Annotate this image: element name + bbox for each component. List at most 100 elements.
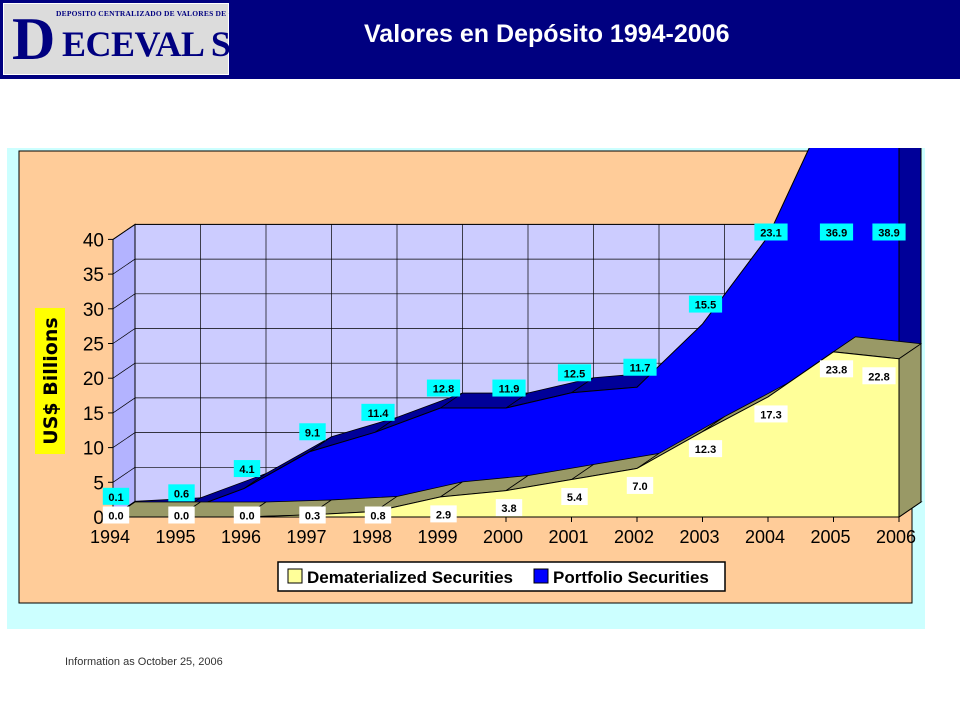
series-end-face <box>898 342 922 518</box>
data-label-portfolio: 11.7 <box>630 363 651 375</box>
data-label-portfolio: 12.5 <box>564 368 585 380</box>
y-tick-label: 20 <box>83 369 104 390</box>
y-tick-label: 15 <box>83 404 104 425</box>
data-label-dematerialized-bg <box>168 506 195 524</box>
y-tick-label: 5 <box>93 473 104 494</box>
data-label-portfolio-bg <box>872 223 906 241</box>
data-label-dematerialized: 12.3 <box>695 444 716 456</box>
data-label-dematerialized: 5.4 <box>567 492 583 504</box>
y-tick-label: 25 <box>83 335 104 356</box>
data-label-portfolio: 0.6 <box>174 488 189 500</box>
data-label-portfolio: 9.1 <box>305 427 320 439</box>
legend-swatch-dematerialized <box>287 568 303 584</box>
series-end-face <box>898 148 922 360</box>
page-title: Valores en Depósito 1994-2006 <box>364 20 730 48</box>
x-tick-label: 1996 <box>221 527 261 547</box>
data-label-dematerialized-bg <box>495 499 523 517</box>
data-label-portfolio-bg <box>233 460 261 478</box>
data-label-dematerialized: 3.8 <box>501 503 516 515</box>
chart-panel: 0 5 10 15 20 25 30 35 40 US$ Billions 1994 1995 1996… <box>7 148 925 629</box>
gridline-side <box>112 467 136 483</box>
data-label-dematerialized: 0.3 <box>305 511 320 523</box>
y-tick-label: 35 <box>83 265 104 286</box>
data-label-dematerialized: 2.9 <box>436 509 451 521</box>
y-tick-label: 40 <box>83 230 104 251</box>
data-label-portfolio: 38.9 <box>878 228 899 240</box>
data-label-dematerialized-bg <box>102 506 130 524</box>
data-label-dematerialized: 0.0 <box>174 511 189 523</box>
legend-swatch-portfolio <box>533 568 549 584</box>
data-label-portfolio: 15.5 <box>695 300 716 312</box>
gridline-side <box>112 224 136 240</box>
data-label-dematerialized-bg <box>364 506 392 524</box>
gridline-side <box>112 362 136 379</box>
legend: Dematerialized Securities Portfolio Secur… <box>277 561 726 592</box>
x-tick-label: 2005 <box>810 527 850 547</box>
data-labels: 0.0 0.0 0.0 0.3 0.8 2.9 3.8 5.4 7.0 12.3 17.3 23.8 2… <box>102 223 906 524</box>
x-tick-label: 1999 <box>417 527 457 547</box>
gridline-side <box>112 397 136 414</box>
header-bar: DEPOSITO CENTRALIZADO DE VALORES DE COLO… <box>0 0 960 79</box>
x-tick-label: 1997 <box>286 527 326 547</box>
data-label-portfolio-bg <box>299 423 326 441</box>
legend-box <box>277 561 726 592</box>
y-axis: 0 5 10 15 20 25 30 35 40 <box>83 230 114 529</box>
data-label-portfolio-bg <box>623 358 657 376</box>
legend-label-portfolio: Portfolio Securities <box>553 568 709 587</box>
deceval-logo: DEPOSITO CENTRALIZADO DE VALORES DE COLO… <box>3 3 273 75</box>
data-label-dematerialized-bg <box>862 367 896 385</box>
data-label-dematerialized-bg <box>561 488 588 506</box>
data-label-dematerialized: 0.8 <box>370 511 385 523</box>
data-label-portfolio-bg <box>168 484 195 502</box>
data-label-portfolio: 11.9 <box>499 384 520 396</box>
y-tick-label: 0 <box>93 508 104 529</box>
y-tick-label: 10 <box>83 439 104 460</box>
x-tick-label: 2004 <box>745 527 785 547</box>
data-label-dematerialized-bg <box>688 440 723 458</box>
y-axis-title: US$ Billions <box>40 317 62 444</box>
x-tick-label: 1998 <box>352 527 392 547</box>
data-label-dematerialized: 17.3 <box>760 409 781 421</box>
gridline-side <box>112 258 136 275</box>
data-label-dematerialized: 0.0 <box>239 511 254 523</box>
data-label-dematerialized: 0.0 <box>108 511 123 523</box>
x-tick-label: 2001 <box>548 527 588 547</box>
data-label-portfolio-bg <box>754 223 788 241</box>
data-label-portfolio-bg <box>819 223 854 241</box>
data-label-dematerialized-bg <box>299 506 326 524</box>
data-label-dematerialized-bg <box>754 405 788 423</box>
gridline-side <box>112 328 136 344</box>
x-tick-label: 2000 <box>483 527 523 547</box>
data-label-portfolio: 4.1 <box>239 464 254 476</box>
data-label-dematerialized: 23.8 <box>826 364 847 376</box>
legend-label-dematerialized: Dematerialized Securities <box>307 568 513 587</box>
data-label-portfolio: 11.4 <box>368 408 390 420</box>
logo-name: ECEVAL S.A. <box>62 24 273 64</box>
data-label-dematerialized-bg <box>233 506 261 524</box>
data-label-portfolio: 0.1 <box>108 492 123 504</box>
data-label-dematerialized-bg <box>626 476 654 494</box>
gridline-side <box>112 293 136 310</box>
data-label-portfolio-bg <box>426 379 461 397</box>
data-label-portfolio-bg <box>557 364 592 382</box>
data-label-portfolio: 12.8 <box>433 384 454 396</box>
data-label-dematerialized-bg <box>430 505 457 523</box>
gridline-side <box>112 432 136 448</box>
y-axis-title-box: US$ Billions <box>35 308 65 454</box>
x-tick-label: 1995 <box>155 527 195 547</box>
data-label-dematerialized: 7.0 <box>632 481 647 493</box>
data-label-portfolio-bg <box>688 295 723 313</box>
data-label-dematerialized-bg <box>819 360 854 378</box>
data-label-portfolio-bg <box>361 403 395 421</box>
x-tick-label: 2003 <box>679 527 719 547</box>
chart-svg: 0 5 10 15 20 25 30 35 40 US$ Billions 1994 1995 1996… <box>18 148 923 604</box>
logo-subtitle: DEPOSITO CENTRALIZADO DE VALORES DE COLO… <box>56 9 273 18</box>
x-tick-label: 1994 <box>90 527 130 547</box>
data-label-portfolio: 23.1 <box>760 228 781 240</box>
logo-initial: D <box>12 6 56 72</box>
y-tick-label: 30 <box>83 300 104 321</box>
x-tick-label: 2002 <box>614 527 654 547</box>
y-axis-title-bg <box>35 308 65 454</box>
x-tick-label: 2006 <box>876 527 916 547</box>
info-note: Information as October 25, 2006 <box>65 656 223 668</box>
